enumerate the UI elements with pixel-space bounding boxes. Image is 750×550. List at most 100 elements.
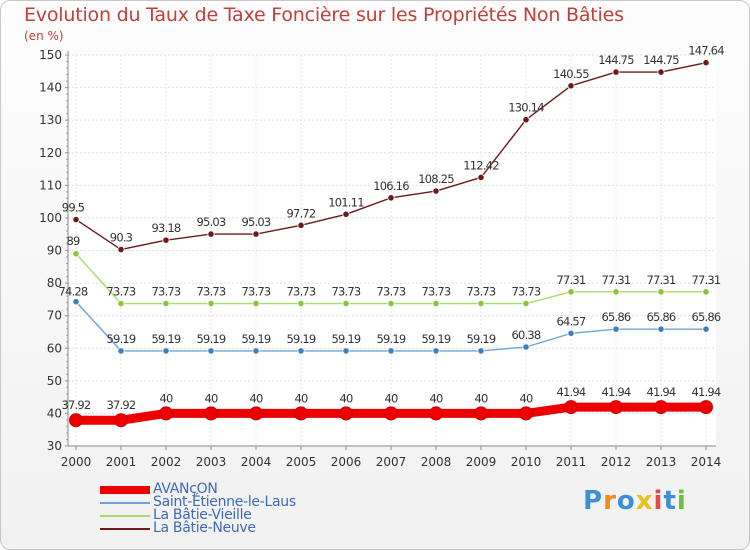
data-point-saint-etienne-le-laus-2006: [342, 347, 350, 355]
x-tick-label-2009: 2009: [466, 455, 497, 469]
legend-label-la-batie-vieille: La Bâtie-Vieille: [153, 507, 252, 523]
x-tick-label-2014: 2014: [691, 455, 722, 469]
data-point-saint-etienne-le-laus-2000: [72, 298, 80, 306]
y-tick-label-110: 110: [39, 178, 62, 192]
data-label-la-batie-neuve-2001: 90.3: [110, 231, 133, 245]
data-label-avancon-2008: 40: [429, 391, 443, 405]
data-point-avancon-2012: [609, 400, 623, 415]
data-point-la-batie-neuve-2008: [432, 187, 440, 195]
data-point-saint-etienne-le-laus-2011: [567, 329, 575, 337]
logo-letter: i: [676, 486, 687, 516]
data-label-avancon-2005: 40: [294, 391, 308, 405]
legend-label-saint-etienne-le-laus: Saint-Étienne-le-Laus: [153, 494, 296, 510]
x-tick-label-2002: 2002: [151, 455, 182, 469]
data-point-la-batie-vieille-2009: [477, 299, 485, 308]
chart-title: Evolution du Taux de Taxe Foncière sur l…: [24, 4, 624, 26]
data-point-la-batie-neuve-2011: [567, 82, 575, 90]
x-tick-label-2006: 2006: [331, 455, 362, 469]
data-label-la-batie-vieille-2002: 73.73: [152, 285, 181, 299]
data-point-la-batie-vieille-2008: [432, 299, 440, 308]
data-label-avancon-2012: 41.94: [602, 385, 631, 399]
data-label-saint-etienne-le-laus-2003: 59.19: [197, 332, 226, 346]
logo-letter: i: [653, 486, 664, 516]
data-point-saint-etienne-le-laus-2013: [657, 325, 665, 333]
data-point-la-batie-vieille-2012: [612, 288, 620, 296]
data-label-saint-etienne-le-laus-2010: 60.38: [512, 328, 541, 342]
data-label-avancon-2014: 41.94: [692, 385, 721, 399]
data-point-la-batie-vieille-2010: [522, 299, 530, 308]
data-label-la-batie-vieille-2010: 73.73: [512, 285, 541, 299]
y-axis-unit-label: (en %): [24, 29, 64, 43]
y-tick-label-120: 120: [39, 146, 62, 160]
data-label-saint-etienne-le-laus-2007: 59.19: [377, 332, 406, 346]
data-label-la-batie-neuve-2010: 130.14: [508, 101, 544, 115]
x-tick-label-2012: 2012: [601, 455, 632, 469]
data-label-saint-etienne-le-laus-2005: 59.19: [287, 332, 316, 346]
data-point-la-batie-neuve-2013: [657, 68, 665, 76]
legend-label-la-batie-neuve: La Bâtie-Neuve: [153, 520, 256, 536]
legend-label-avancon: AVANçON: [153, 481, 218, 497]
data-label-saint-etienne-le-laus-2014: 65.86: [692, 310, 721, 324]
data-label-la-batie-neuve-2012: 144.75: [598, 53, 634, 67]
logo-letter: t: [663, 486, 677, 516]
proxiti-logo: Proxiti: [583, 486, 687, 516]
data-label-avancon-2000: 37.92: [62, 398, 91, 412]
data-label-saint-etienne-le-laus-2002: 59.19: [152, 332, 181, 346]
data-point-avancon-2014: [699, 400, 713, 415]
x-tick-label-2007: 2007: [376, 455, 407, 469]
data-point-avancon-2007: [384, 406, 398, 421]
data-point-avancon-2003: [204, 406, 218, 421]
data-label-avancon-2010: 40: [519, 391, 533, 405]
x-tick-label-2004: 2004: [241, 455, 272, 469]
data-point-avancon-2013: [654, 400, 668, 415]
y-tick-label-40: 40: [47, 406, 62, 420]
data-label-avancon-2004: 40: [249, 391, 263, 405]
data-label-avancon-2007: 40: [384, 391, 398, 405]
x-tick-label-2008: 2008: [421, 455, 452, 469]
data-label-la-batie-neuve-2000: 99.5: [62, 201, 85, 215]
data-label-la-batie-vieille-2005: 73.73: [287, 285, 316, 299]
data-point-saint-etienne-le-laus-2008: [432, 347, 440, 355]
data-point-saint-etienne-le-laus-2003: [207, 347, 215, 355]
data-label-saint-etienne-le-laus-2008: 59.19: [422, 332, 451, 346]
data-label-saint-etienne-le-laus-2006: 59.19: [332, 332, 361, 346]
data-point-saint-etienne-le-laus-2012: [612, 325, 620, 333]
data-point-la-batie-neuve-2002: [162, 236, 170, 244]
data-point-la-batie-neuve-2006: [342, 210, 350, 218]
logo-letter: x: [635, 486, 654, 516]
x-tick-label-2005: 2005: [286, 455, 317, 469]
logo-letter: P: [583, 486, 604, 516]
data-label-la-batie-neuve-2013: 144.75: [643, 53, 679, 67]
data-label-la-batie-neuve-2006: 101.11: [328, 195, 364, 209]
y-tick-label-30: 30: [47, 439, 62, 453]
data-label-avancon-2003: 40: [204, 391, 218, 405]
data-point-avancon-2010: [519, 406, 533, 421]
data-label-saint-etienne-le-laus-2004: 59.19: [242, 332, 271, 346]
data-label-avancon-2009: 40: [474, 391, 488, 405]
x-tick-label-2011: 2011: [556, 455, 587, 469]
data-label-avancon-2013: 41.94: [647, 385, 676, 399]
data-point-la-batie-neuve-2004: [252, 230, 260, 238]
data-point-saint-etienne-le-laus-2005: [297, 347, 305, 355]
data-point-avancon-2004: [249, 406, 263, 421]
y-tick-label-60: 60: [47, 341, 62, 355]
series-la-batie-neuve: 99.5 90.3 93.18 95.03 95.03 97.72 101.11 106.16…: [62, 44, 725, 254]
series-saint-etienne-le-laus: 74.28 59.19 59.19 59.19 59.19 59.19 59.19 59.19…: [59, 285, 722, 355]
data-point-la-batie-neuve-2012: [612, 68, 620, 76]
data-point-saint-etienne-le-laus-2007: [387, 347, 395, 355]
logo-letter: o: [616, 486, 636, 516]
data-point-saint-etienne-le-laus-2001: [117, 347, 125, 355]
data-label-la-batie-vieille-2003: 73.73: [197, 285, 226, 299]
data-label-la-batie-vieille-2012: 77.31: [602, 273, 631, 287]
data-point-la-batie-vieille-2001: [117, 299, 125, 308]
data-point-la-batie-neuve-2000: [72, 215, 80, 224]
data-label-la-batie-vieille-2000: 89: [66, 234, 80, 248]
data-label-la-batie-neuve-2003: 95.03: [197, 215, 226, 229]
data-point-la-batie-vieille-2011: [567, 288, 575, 296]
legend-swatch-avancon: [100, 486, 150, 494]
x-tick-label-2013: 2013: [646, 455, 677, 469]
data-point-la-batie-vieille-2007: [387, 299, 395, 308]
data-point-la-batie-neuve-2003: [207, 230, 215, 238]
y-tick-label-50: 50: [47, 374, 62, 388]
data-point-la-batie-vieille-2005: [297, 299, 305, 308]
